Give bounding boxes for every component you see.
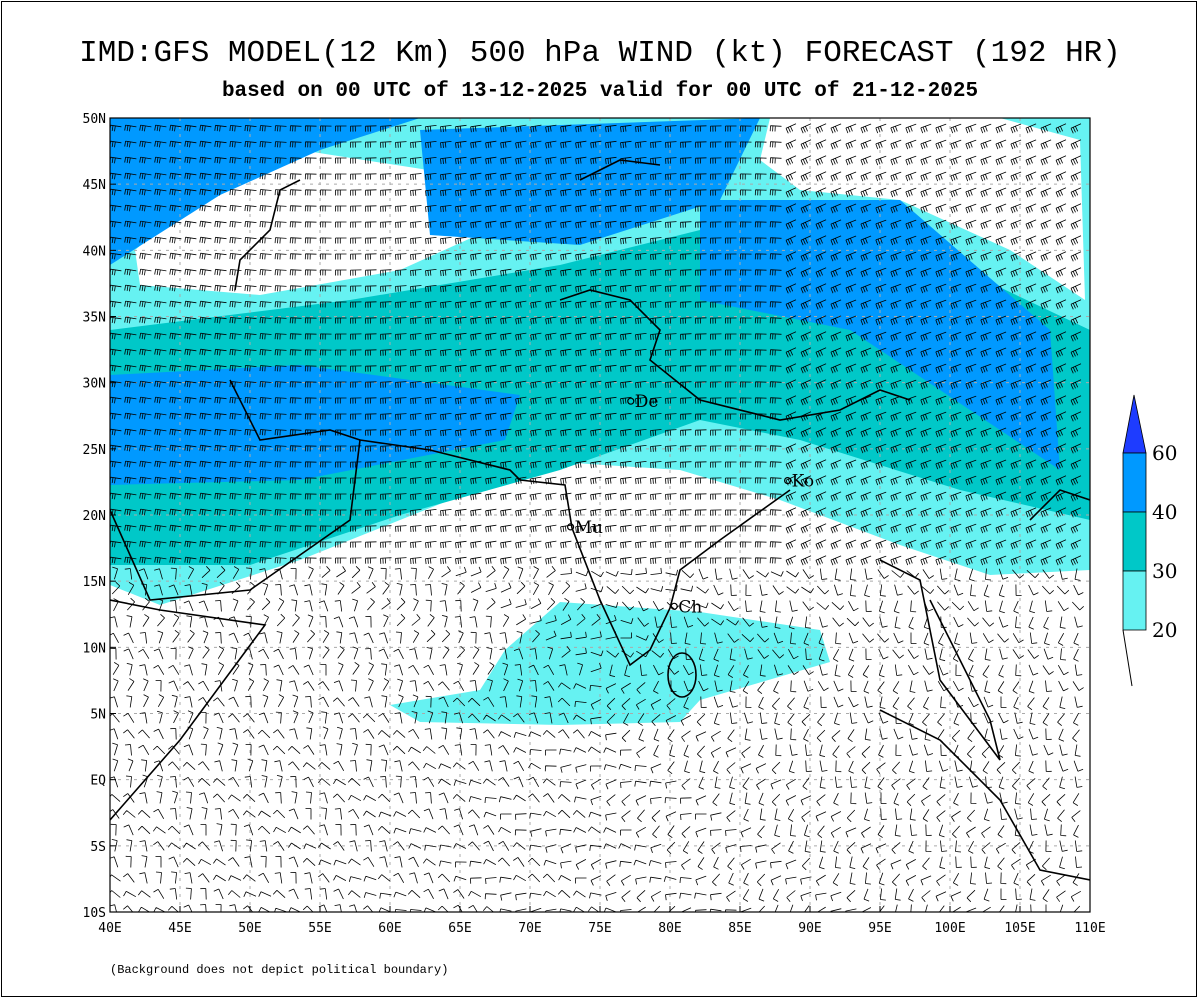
shade-below-20 [760, 118, 1085, 300]
lon-tick-label: 80E [658, 921, 681, 936]
colorbar-label: 60 [1152, 441, 1177, 465]
lat-tick-label: 5N [90, 708, 106, 723]
coastlines [110, 159, 1090, 881]
coastline [1029, 489, 1090, 521]
lon-tick-label: 60E [378, 921, 401, 936]
colorbar-30-40 [1122, 511, 1147, 572]
colorbar-label: 40 [1152, 500, 1177, 524]
sri-lanka-outline [667, 652, 697, 698]
lat-tick-label: 20N [83, 509, 106, 524]
lon-tick-label: 55E [308, 921, 331, 936]
lon-tick-label: 40E [98, 921, 121, 936]
lat-tick-label: 50N [83, 112, 106, 127]
lat-tick-label: 10N [83, 641, 106, 656]
lon-tick-label: 65E [448, 921, 471, 936]
city-marker-icon [783, 476, 792, 485]
city-label: De [635, 392, 659, 412]
coastline [879, 559, 1001, 761]
coastline [559, 289, 911, 421]
city-label: Mu [575, 518, 603, 538]
lat-tick-label: 35N [83, 311, 106, 326]
coastline [579, 159, 661, 181]
lon-tick-label: 85E [728, 921, 751, 936]
lon-tick-label: 105E [1004, 921, 1035, 936]
colorbar-40-60 [1122, 452, 1147, 513]
colorbar-20-30 [1122, 570, 1147, 631]
colorbar-label: 20 [1152, 618, 1177, 642]
shade-20-30-south [390, 602, 830, 725]
axes: 40E 45E 50E 55E 60E 65E 70E 75E 80E 85E 90E 95E 100E… [83, 112, 1106, 936]
lon-tick-label: 70E [518, 921, 541, 936]
lat-tick-label: 25N [83, 443, 106, 458]
lon-tick-label: 100E [934, 921, 965, 936]
map-title: IMD:GFS MODEL(12 Km) 500 hPa WIND (kt) F… [79, 36, 1121, 71]
lat-tick-label: 30N [83, 377, 106, 392]
city-marker-icon [670, 602, 678, 610]
wind-barb-field [110, 123, 1084, 912]
map-subtitle: based on 00 UTC of 13-12-2025 valid for … [221, 80, 979, 103]
colorbar: 60 40 30 20 [1122, 394, 1177, 687]
lat-tick-label: 45N [83, 178, 106, 193]
city-marker-icon [627, 397, 635, 405]
lon-tick-label: 95E [868, 921, 891, 936]
city-markers: De Ko Mu Ch [566, 392, 814, 617]
coastline [879, 709, 1090, 881]
colorbar-tail [1122, 629, 1133, 687]
city-marker-icon [566, 523, 575, 531]
lon-tick-label: 50E [238, 921, 261, 936]
lon-tick-label: 75E [588, 921, 611, 936]
lat-tick-label: 10S [83, 906, 106, 921]
colorbar-60-plus [1122, 394, 1147, 454]
lat-tick-label: EQ [90, 774, 106, 789]
lat-tick-label: 15N [83, 575, 106, 590]
colorbar-label: 30 [1152, 559, 1177, 583]
footnote: (Background does not depict political bo… [110, 963, 449, 977]
city-label: Ko [792, 472, 814, 492]
wind-barbs [110, 123, 1084, 912]
coastline [519, 479, 791, 667]
shade-40-60 [110, 365, 520, 485]
shade-40-60 [110, 118, 420, 265]
lon-tick-label: 45E [168, 921, 191, 936]
lon-tick-label: 110E [1074, 921, 1105, 936]
coastline [110, 599, 267, 821]
city-label: Ch [678, 597, 702, 617]
lat-tick-label: 5S [90, 840, 106, 855]
lon-tick-label: 90E [798, 921, 821, 936]
lat-tick-label: 40N [83, 244, 106, 259]
shade-40-60 [420, 118, 760, 245]
